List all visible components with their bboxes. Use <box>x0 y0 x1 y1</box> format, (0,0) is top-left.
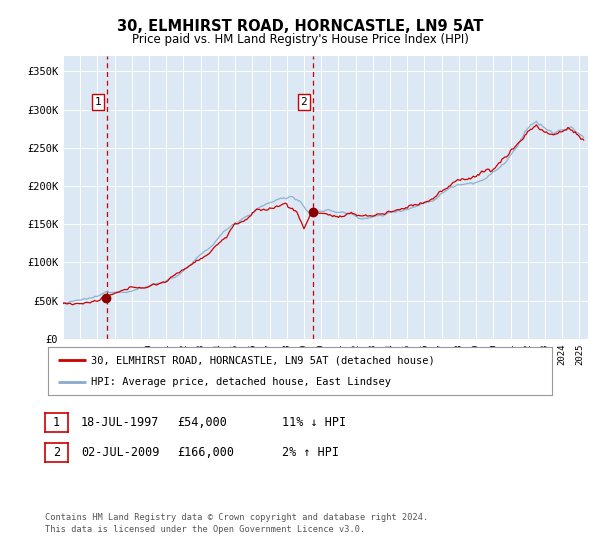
Text: 2: 2 <box>301 97 307 107</box>
Text: 18-JUL-1997: 18-JUL-1997 <box>81 416 160 429</box>
Text: 2: 2 <box>53 446 60 459</box>
Text: 11% ↓ HPI: 11% ↓ HPI <box>282 416 346 429</box>
Text: 30, ELMHIRST ROAD, HORNCASTLE, LN9 5AT: 30, ELMHIRST ROAD, HORNCASTLE, LN9 5AT <box>117 20 483 34</box>
Text: 2% ↑ HPI: 2% ↑ HPI <box>282 446 339 459</box>
Text: £54,000: £54,000 <box>177 416 227 429</box>
Text: £166,000: £166,000 <box>177 446 234 459</box>
Text: Price paid vs. HM Land Registry's House Price Index (HPI): Price paid vs. HM Land Registry's House … <box>131 32 469 46</box>
Text: 1: 1 <box>53 416 60 429</box>
Text: HPI: Average price, detached house, East Lindsey: HPI: Average price, detached house, East… <box>91 377 391 387</box>
Text: Contains HM Land Registry data © Crown copyright and database right 2024.
This d: Contains HM Land Registry data © Crown c… <box>45 513 428 534</box>
Text: 1: 1 <box>95 97 101 107</box>
Text: 02-JUL-2009: 02-JUL-2009 <box>81 446 160 459</box>
Text: 30, ELMHIRST ROAD, HORNCASTLE, LN9 5AT (detached house): 30, ELMHIRST ROAD, HORNCASTLE, LN9 5AT (… <box>91 355 434 365</box>
